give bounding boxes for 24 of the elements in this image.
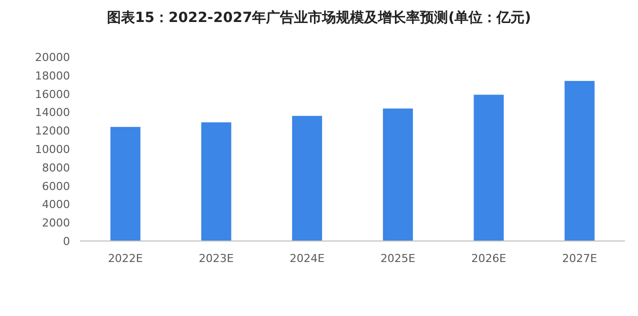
- y-tick-label: 8000: [42, 161, 70, 174]
- y-tick-label: 0: [63, 235, 70, 248]
- y-tick-label: 18000: [35, 69, 70, 82]
- bar: [564, 80, 595, 241]
- y-tick-label: 20000: [35, 51, 70, 64]
- x-tick-label: 2022E: [108, 252, 143, 265]
- x-tick-label: 2026E: [471, 252, 506, 265]
- bar: [110, 126, 140, 241]
- y-tick-label: 2000: [42, 216, 70, 230]
- y-tick-label: 6000: [42, 180, 70, 193]
- x-tick-label: 2024E: [290, 252, 325, 265]
- bar: [474, 94, 504, 241]
- x-tick-label: 2027E: [562, 252, 598, 265]
- chart-title: 图表15：2022-2027年广告业市场规模及增长率预测(单位：亿元): [106, 9, 532, 26]
- bar: [382, 108, 413, 241]
- y-tick-label: 10000: [35, 143, 70, 156]
- y-tick-label: 14000: [35, 106, 70, 120]
- y-tick-label: 16000: [35, 88, 70, 101]
- y-tick-label: 4000: [42, 198, 70, 212]
- x-tick-label: 2023E: [198, 252, 234, 265]
- bar: [201, 122, 232, 241]
- x-tick-label: 2025E: [380, 252, 416, 265]
- y-tick-label: 12000: [35, 124, 70, 138]
- bar: [292, 116, 322, 241]
